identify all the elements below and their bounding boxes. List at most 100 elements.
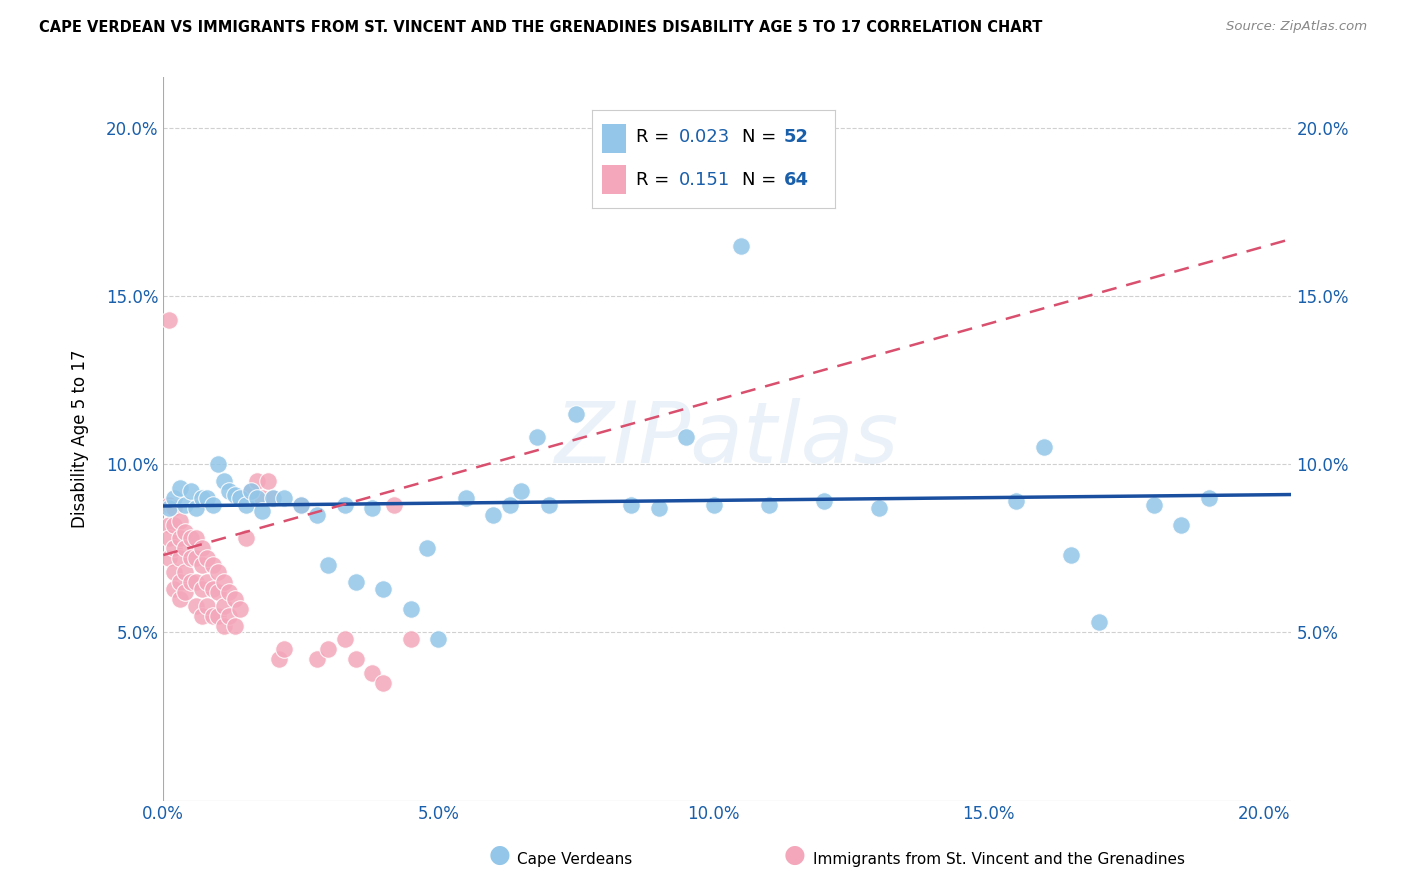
Point [1143,498,1166,512]
Point [1032,441,1054,455]
Point [267,652,290,666]
Point [482,508,505,522]
Bar [602,165,626,194]
Point [246,474,269,488]
Point [361,665,384,680]
Point [169,574,191,589]
Point [318,558,340,573]
Point [1198,491,1220,505]
Point [868,500,890,515]
Point [174,524,197,539]
Text: CAPE VERDEAN VS IMMIGRANTS FROM ST. VINCENT AND THE GRENADINES DISABILITY AGE 5 : CAPE VERDEAN VS IMMIGRANTS FROM ST. VINC… [39,20,1043,35]
Point [157,531,180,545]
Y-axis label: Disability Age 5 to 17: Disability Age 5 to 17 [72,350,89,528]
Text: 0.023: 0.023 [679,128,731,146]
Point [307,652,329,666]
Point [163,582,186,596]
Point [344,652,367,666]
Text: Cape Verdeans: Cape Verdeans [517,852,633,867]
Point [229,602,252,616]
Bar [602,124,626,153]
Point [201,558,224,573]
Point [195,574,218,589]
Point [373,582,395,596]
Point [169,515,191,529]
Point [373,676,395,690]
Text: R =: R = [636,171,681,189]
Text: N =: N = [742,171,782,189]
Point [246,491,269,505]
Text: 64: 64 [783,171,808,189]
Point [191,558,214,573]
Point [262,491,284,505]
Point [195,491,218,505]
Point [224,487,246,501]
Point [256,474,278,488]
Point [730,238,752,252]
Point [163,517,186,532]
Point [318,642,340,657]
Point [174,585,197,599]
Point [565,407,588,421]
Point [207,457,229,471]
Point [201,608,224,623]
Point [361,500,384,515]
Point [180,551,202,566]
Point [333,498,356,512]
Point [157,312,180,326]
Text: R =: R = [636,128,675,146]
Point [157,498,180,512]
Point [163,565,186,579]
Point [229,491,252,505]
Point [813,494,835,508]
Point [454,491,477,505]
Point [180,531,202,545]
Point [174,541,197,556]
Point [235,498,257,512]
Point [169,591,191,606]
Text: ●: ● [783,843,806,867]
Point [333,632,356,647]
Point [186,599,208,613]
Point [537,498,560,512]
Point [180,484,202,499]
Point [384,498,406,512]
Point [427,632,450,647]
Point [307,508,329,522]
Point [647,500,669,515]
Point [191,491,214,505]
Point [169,531,191,545]
Point [290,498,312,512]
Point [212,474,235,488]
Point [224,618,246,632]
Point [252,504,274,518]
Point [240,484,263,499]
Point [273,642,295,657]
Point [169,481,191,495]
Point [157,500,180,515]
Point [675,430,697,444]
Text: Immigrants from St. Vincent and the Grenadines: Immigrants from St. Vincent and the Gren… [813,852,1185,867]
Point [207,608,229,623]
Point [262,491,284,505]
Point [235,531,257,545]
Point [499,498,522,512]
Point [174,498,197,512]
Point [191,541,214,556]
Point [758,498,780,512]
Point [273,491,295,505]
Point [240,484,263,499]
Point [218,585,240,599]
Text: 0.151: 0.151 [679,171,731,189]
Point [157,551,180,566]
Point [186,500,208,515]
Point [212,618,235,632]
Point [169,551,191,566]
Point [416,541,439,556]
Point [174,565,197,579]
Point [163,500,186,515]
Point [399,602,422,616]
Point [191,582,214,596]
Point [1170,517,1192,532]
Point [620,498,643,512]
